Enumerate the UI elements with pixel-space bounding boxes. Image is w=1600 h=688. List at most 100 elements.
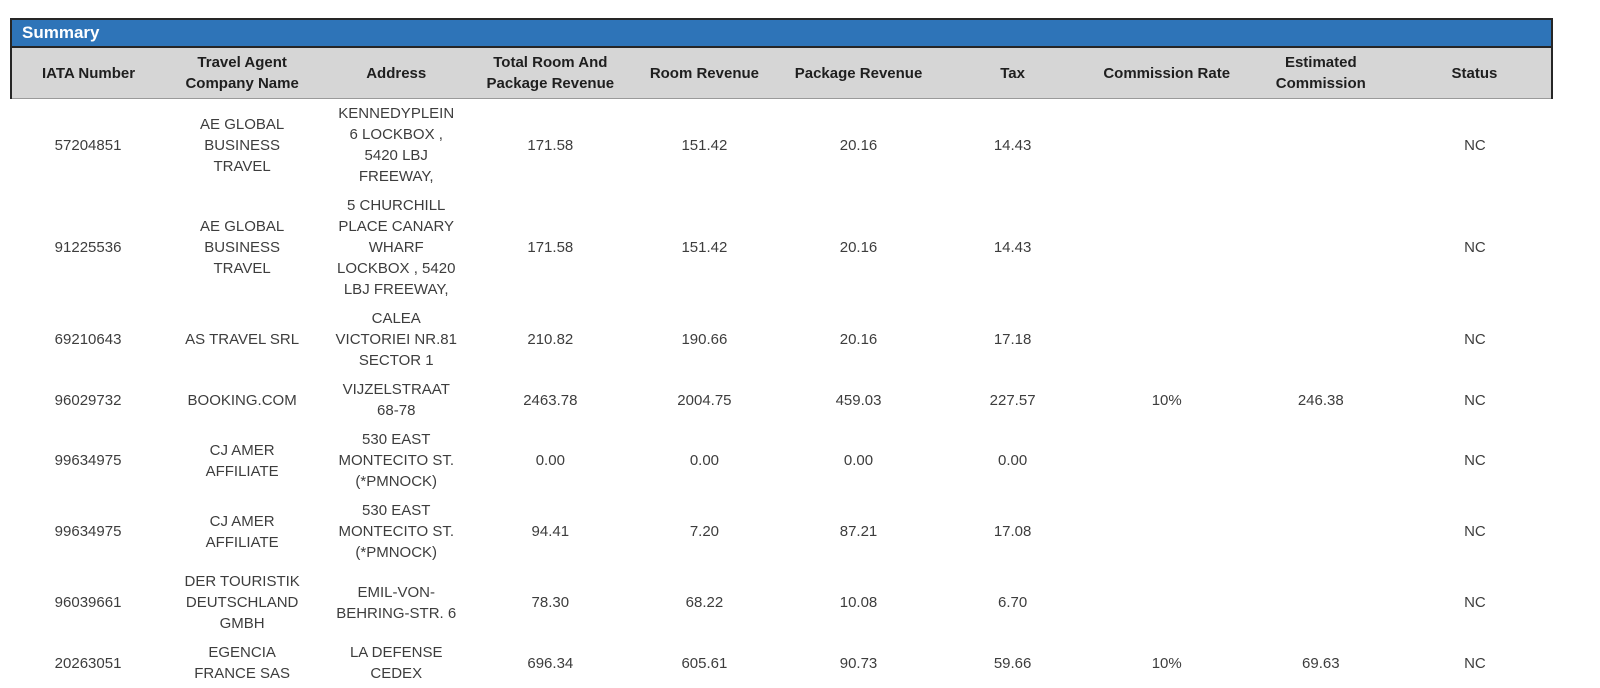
cell-address: KENNEDYPLEIN 6 LOCKBOX , 5420 LBJ FREEWA… [319,99,473,192]
cell-total: 696.34 [473,638,627,688]
summary-title: Summary [22,23,99,42]
cell-package: 459.03 [781,375,935,425]
cell-address: 530 EAST MONTECITO ST. (*PMNOCK) [319,425,473,496]
cell-address: 530 EAST MONTECITO ST. (*PMNOCK) [319,496,473,567]
summary-table: Summary IATA Number Travel Agent Company… [10,18,1553,688]
cell-total: 171.58 [473,191,627,304]
column-header-room-revenue: Room Revenue [627,47,781,99]
cell-iata: 99634975 [11,496,165,567]
cell-company: AE GLOBAL BUSINESS TRAVEL [165,99,319,192]
cell-total: 2463.78 [473,375,627,425]
column-header-total-room-and-package-revenue: Total Room And Package Revenue [473,47,627,99]
column-header-row: IATA Number Travel Agent Company Name Ad… [11,47,1552,99]
cell-address: EMIL-VON-BEHRING-STR. 6 [319,567,473,638]
column-header-tax: Tax [936,47,1090,99]
cell-iata: 96029732 [11,375,165,425]
cell-estimated-commission [1244,99,1398,192]
cell-estimated-commission [1244,567,1398,638]
column-header-address: Address [319,47,473,99]
cell-package: 20.16 [781,304,935,375]
cell-total: 210.82 [473,304,627,375]
cell-room: 151.42 [627,191,781,304]
cell-room: 7.20 [627,496,781,567]
cell-tax: 14.43 [936,191,1090,304]
cell-commission-rate: 10% [1090,375,1244,425]
cell-tax: 17.18 [936,304,1090,375]
cell-estimated-commission [1244,496,1398,567]
cell-room: 68.22 [627,567,781,638]
cell-commission-rate [1090,425,1244,496]
summary-report: Summary IATA Number Travel Agent Company… [10,18,1553,688]
cell-estimated-commission [1244,304,1398,375]
cell-package: 90.73 [781,638,935,688]
cell-package: 0.00 [781,425,935,496]
cell-tax: 59.66 [936,638,1090,688]
cell-tax: 6.70 [936,567,1090,638]
cell-estimated-commission: 69.63 [1244,638,1398,688]
column-header-status: Status [1398,47,1552,99]
cell-package: 10.08 [781,567,935,638]
cell-address: LA DEFENSE CEDEX [319,638,473,688]
cell-total: 0.00 [473,425,627,496]
column-header-package-revenue: Package Revenue [781,47,935,99]
cell-status: NC [1398,567,1552,638]
cell-total: 78.30 [473,567,627,638]
cell-company: CJ AMER AFFILIATE [165,496,319,567]
cell-total: 94.41 [473,496,627,567]
cell-company: BOOKING.COM [165,375,319,425]
cell-address: 5 CHURCHILL PLACE CANARY WHARF LOCKBOX ,… [319,191,473,304]
cell-address: VIJZELSTRAAT 68-78 [319,375,473,425]
cell-iata: 57204851 [11,99,165,192]
column-header-iata-number: IATA Number [11,47,165,99]
cell-iata: 91225536 [11,191,165,304]
cell-status: NC [1398,99,1552,192]
title-bar-row: Summary [11,19,1552,47]
cell-company: AE GLOBAL BUSINESS TRAVEL [165,191,319,304]
cell-status: NC [1398,638,1552,688]
cell-room: 2004.75 [627,375,781,425]
cell-estimated-commission [1244,191,1398,304]
cell-package: 87.21 [781,496,935,567]
cell-room: 605.61 [627,638,781,688]
column-header-estimated-commission: Estimated Commission [1244,47,1398,99]
cell-tax: 14.43 [936,99,1090,192]
cell-status: NC [1398,425,1552,496]
column-header-travel-agent-company-name: Travel Agent Company Name [165,47,319,99]
cell-room: 190.66 [627,304,781,375]
cell-status: NC [1398,375,1552,425]
cell-status: NC [1398,304,1552,375]
cell-iata: 20263051 [11,638,165,688]
cell-company: EGENCIA FRANCE SAS [165,638,319,688]
cell-commission-rate [1090,567,1244,638]
cell-total: 171.58 [473,99,627,192]
cell-package: 20.16 [781,191,935,304]
cell-commission-rate: 10% [1090,638,1244,688]
cell-commission-rate [1090,304,1244,375]
cell-package: 20.16 [781,99,935,192]
summary-title-bar: Summary [11,19,1552,47]
cell-tax: 227.57 [936,375,1090,425]
cell-iata: 69210643 [11,304,165,375]
cell-status: NC [1398,191,1552,304]
cell-room: 0.00 [627,425,781,496]
cell-company: CJ AMER AFFILIATE [165,425,319,496]
cell-status: NC [1398,496,1552,567]
cell-tax: 17.08 [936,496,1090,567]
cell-room: 151.42 [627,99,781,192]
cell-company: DER TOURISTIK DEUTSCHLAND GMBH [165,567,319,638]
cell-commission-rate [1090,191,1244,304]
cell-address: CALEA VICTORIEI NR.81 SECTOR 1 [319,304,473,375]
cell-iata: 99634975 [11,425,165,496]
column-header-commission-rate: Commission Rate [1090,47,1244,99]
cell-iata: 96039661 [11,567,165,638]
cell-commission-rate [1090,99,1244,192]
cell-tax: 0.00 [936,425,1090,496]
